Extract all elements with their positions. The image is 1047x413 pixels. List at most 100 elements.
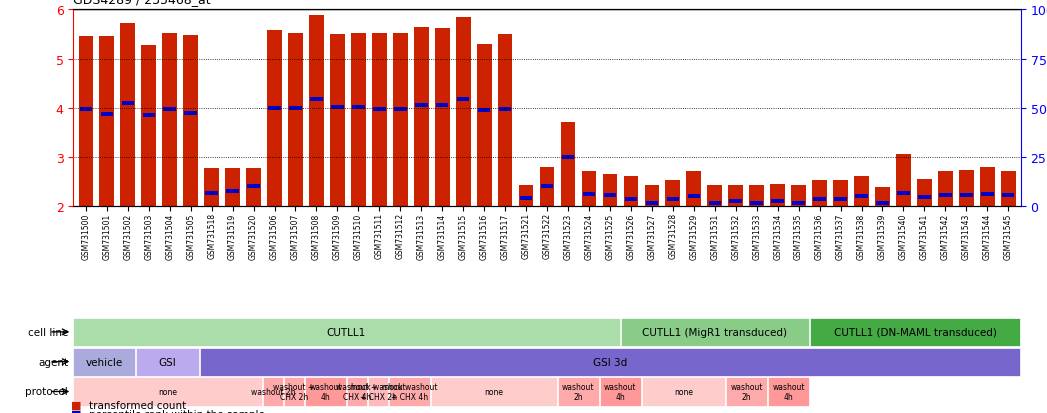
Bar — [980, 167, 995, 206]
Bar — [938, 171, 953, 206]
Bar — [394, 108, 406, 112]
Bar — [541, 185, 553, 189]
Bar — [373, 108, 385, 112]
Bar — [645, 186, 660, 206]
Bar — [750, 186, 764, 206]
Text: CUTLL1 (DN-MAML transduced): CUTLL1 (DN-MAML transduced) — [833, 327, 997, 337]
Text: none: none — [674, 387, 693, 396]
Bar — [981, 192, 994, 196]
Bar — [393, 34, 407, 206]
Bar — [729, 185, 743, 206]
Bar — [603, 175, 618, 206]
Bar — [561, 123, 576, 206]
Bar — [875, 188, 890, 206]
Bar — [833, 181, 848, 206]
Bar — [414, 28, 428, 206]
Bar — [99, 37, 114, 206]
Bar — [268, 107, 281, 110]
Bar — [1001, 171, 1016, 206]
Bar — [352, 105, 364, 109]
Bar — [730, 199, 742, 204]
Bar — [183, 36, 198, 206]
Bar — [624, 176, 639, 206]
Bar — [792, 185, 806, 206]
Text: transformed count: transformed count — [89, 400, 186, 410]
Text: washout
2h: washout 2h — [731, 382, 763, 401]
Text: washout +
CHX 4h: washout + CHX 4h — [336, 382, 378, 401]
Bar — [939, 194, 952, 198]
Bar — [812, 181, 827, 206]
Bar — [247, 185, 260, 189]
Text: mock washout
+ CHX 4h: mock washout + CHX 4h — [382, 382, 438, 401]
Bar — [455, 18, 470, 206]
Text: none: none — [158, 387, 177, 396]
Bar — [772, 199, 784, 204]
Bar — [288, 34, 303, 206]
Bar — [687, 171, 701, 206]
Text: CUTLL1: CUTLL1 — [327, 327, 366, 337]
Bar — [539, 167, 555, 206]
Bar — [520, 196, 532, 200]
Bar — [771, 185, 785, 206]
Bar — [415, 104, 427, 108]
Text: agent: agent — [38, 357, 68, 367]
Bar — [834, 197, 847, 201]
Text: CUTLL1 (MigR1 transduced): CUTLL1 (MigR1 transduced) — [643, 327, 787, 337]
Bar — [101, 112, 113, 116]
Bar — [708, 186, 722, 206]
Bar — [141, 46, 156, 206]
Bar — [625, 197, 638, 201]
Bar — [917, 180, 932, 206]
Bar — [562, 156, 574, 159]
Text: washout
4h: washout 4h — [309, 382, 341, 401]
Bar — [435, 28, 449, 206]
Bar — [855, 195, 868, 199]
Bar — [121, 102, 134, 105]
Bar — [225, 168, 240, 206]
Bar — [372, 34, 386, 206]
Text: washout 2h: washout 2h — [250, 387, 295, 396]
Bar — [331, 105, 343, 109]
Bar — [476, 45, 491, 206]
Bar — [751, 201, 763, 205]
Bar — [204, 168, 219, 206]
Bar — [583, 192, 596, 196]
Bar — [688, 195, 700, 199]
Text: washout
4h: washout 4h — [773, 382, 805, 401]
Bar — [604, 194, 617, 198]
Bar — [184, 112, 197, 115]
Bar — [120, 24, 135, 206]
Bar — [309, 16, 324, 206]
Text: washout
4h: washout 4h — [604, 382, 637, 401]
Bar — [351, 34, 365, 206]
Bar — [960, 193, 973, 197]
Bar — [497, 35, 512, 206]
Bar — [477, 109, 490, 113]
Bar — [246, 168, 261, 206]
Bar — [518, 185, 533, 206]
Text: ■: ■ — [71, 409, 82, 413]
Bar — [709, 201, 721, 205]
Bar — [163, 108, 176, 112]
Bar — [646, 201, 659, 205]
Bar — [876, 201, 889, 205]
Bar — [667, 197, 680, 201]
Bar — [793, 201, 805, 205]
Bar — [897, 191, 910, 195]
Bar — [1002, 194, 1015, 198]
Text: ■: ■ — [71, 400, 82, 410]
Text: cell line: cell line — [27, 327, 68, 337]
Text: percentile rank within the sample: percentile rank within the sample — [89, 409, 265, 413]
Bar — [79, 37, 93, 206]
Bar — [289, 107, 302, 110]
Text: washout
2h: washout 2h — [562, 382, 595, 401]
Bar — [310, 98, 322, 102]
Bar — [918, 196, 931, 199]
Bar — [436, 104, 448, 108]
Bar — [142, 114, 155, 118]
Bar — [666, 181, 681, 206]
Text: none: none — [485, 387, 504, 396]
Bar — [162, 34, 177, 206]
Text: GDS4289 / 235468_at: GDS4289 / 235468_at — [73, 0, 210, 6]
Bar — [854, 176, 869, 206]
